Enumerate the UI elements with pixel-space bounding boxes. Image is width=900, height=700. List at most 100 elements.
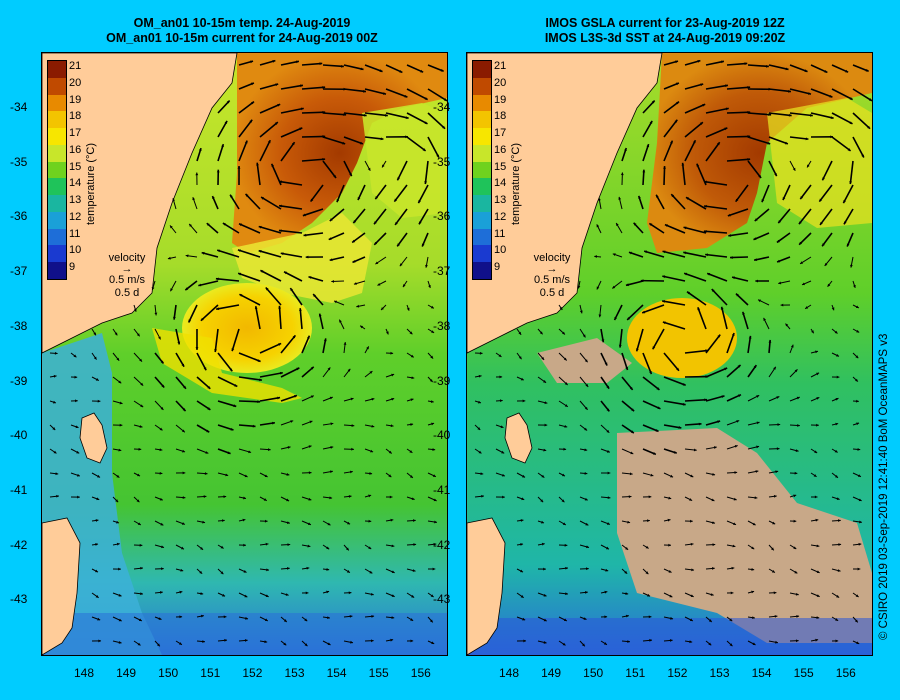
latitude-tick-label: -37 (433, 264, 451, 279)
current-vector-arrow (642, 143, 650, 162)
colorbar-tick-label: 14 (494, 177, 507, 190)
current-vector-arrow (217, 120, 228, 138)
colorbar-segment (473, 195, 491, 213)
current-vector-arrowhead (708, 619, 712, 622)
current-vector-arrowhead (76, 473, 80, 477)
current-vector-arrowhead (98, 639, 102, 643)
current-vector-arrowhead (227, 451, 231, 455)
current-vector-arrowhead (368, 494, 372, 498)
current-vector-arrowhead (820, 221, 823, 225)
current-vector-arrowhead (158, 336, 161, 340)
latitude-tick-label: -40 (433, 428, 451, 443)
current-vector-arrowhead (327, 367, 331, 371)
current-vector-arrow (818, 184, 833, 203)
current-vector-arrowhead (616, 223, 619, 227)
current-vector-arrowhead (747, 157, 751, 161)
current-vector-arrowhead (604, 590, 608, 594)
current-vector-arrowhead (562, 522, 566, 525)
current-vector-arrowhead (711, 289, 715, 292)
colorbar-segment (473, 128, 491, 146)
current-vector-arrowhead (137, 522, 141, 525)
colorbar-tick-label: 21 (69, 60, 82, 72)
current-vector-arrowhead (409, 475, 413, 478)
current-vector-arrowhead (667, 518, 671, 522)
current-vector-arrowhead (647, 593, 651, 597)
current-vector-arrow (728, 232, 749, 237)
current-vector-arrowhead (606, 408, 610, 412)
current-vector-arrowhead (53, 450, 57, 454)
velocity-scale-arrow-icon: → (546, 263, 558, 275)
current-vector-arrowhead (720, 306, 724, 310)
current-vector-arrowhead (181, 363, 185, 367)
current-vector-arrowhead (353, 220, 357, 224)
current-vector-arrow (418, 208, 429, 225)
current-vector-arrowhead (669, 639, 673, 642)
current-vector-arrowhead (727, 213, 731, 217)
colorbar-segment (48, 178, 66, 196)
current-vector-arrowhead (410, 423, 414, 426)
current-vector-arrowhead (432, 567, 436, 571)
colorbar-tick-label: 15 (69, 160, 82, 173)
current-vector-arrowhead (614, 317, 617, 321)
current-vector-arrowhead (584, 497, 588, 501)
current-vector-arrowhead (670, 140, 673, 144)
current-vector-arrow (642, 352, 653, 375)
current-vector-arrowhead (115, 499, 119, 503)
current-vector-arrowhead (221, 144, 224, 148)
colorbar-tick-label: 12 (69, 210, 82, 223)
longitude-tick-label: 154 (751, 666, 772, 680)
current-vector-arrowhead (763, 317, 767, 321)
current-vector-arrowhead (330, 470, 333, 474)
current-vector-arrowhead (379, 69, 383, 72)
current-vector-arrowhead (182, 408, 186, 412)
current-vector-arrowhead (259, 378, 262, 382)
current-vector-arrow (364, 64, 383, 73)
current-vector-arrowhead (329, 258, 333, 262)
current-vector-arrowhead (137, 642, 141, 646)
current-vector-arrow (705, 367, 728, 378)
current-vector-arrowhead (646, 144, 650, 148)
latitude-tick-label: -34 (10, 100, 28, 114)
current-vector-arrow (810, 112, 834, 119)
current-vector-arrowhead (681, 162, 685, 166)
current-vector-arrow (730, 256, 749, 259)
current-vector-arrowhead (730, 256, 733, 259)
current-vector-arrow (684, 121, 704, 138)
current-vector-arrowhead (421, 243, 425, 247)
current-vector-arrowhead (612, 253, 616, 257)
current-vector-arrow (256, 162, 261, 186)
current-vector-arrowhead (742, 311, 745, 315)
current-vector-arrow (289, 287, 303, 306)
current-vector-arrow (216, 304, 240, 310)
current-vector-arrow (789, 64, 808, 73)
current-vector-arrowhead (850, 264, 853, 268)
current-vector-arrowhead (696, 163, 700, 167)
longitude-tick-label: 151 (200, 666, 221, 680)
current-vector-arrowhead (815, 638, 819, 642)
warm-filament (152, 328, 302, 403)
current-vector-arrowhead (322, 85, 326, 89)
current-vector-arrowhead (368, 546, 372, 549)
current-vector-arrowhead (248, 450, 252, 454)
current-vector-arrowhead (139, 425, 143, 428)
current-vector-arrowhead (795, 449, 799, 452)
current-vector-arrow (280, 107, 304, 114)
current-vector-arrowhead (756, 445, 760, 449)
current-vector-arrow (735, 293, 749, 306)
current-vector-arrowhead (725, 107, 729, 111)
current-vector-arrowhead (205, 451, 209, 454)
current-vector-arrow (683, 226, 707, 234)
current-vector-arrowhead (756, 421, 760, 425)
colorbar-segment (48, 195, 66, 213)
current-vector-arrow (761, 184, 770, 203)
current-vector-arrowhead (371, 397, 375, 401)
current-vector-arrow (685, 196, 707, 210)
current-vector-arrowhead (624, 148, 627, 152)
flinders-island (79, 412, 108, 464)
current-vector-arrowhead (296, 367, 300, 371)
current-vector-arrowhead (778, 220, 782, 224)
latitude-tick-label: -38 (10, 318, 28, 333)
current-vector-arrowhead (119, 401, 123, 405)
current-vector-arrowhead (748, 335, 752, 339)
current-vector-arrow (215, 277, 240, 282)
